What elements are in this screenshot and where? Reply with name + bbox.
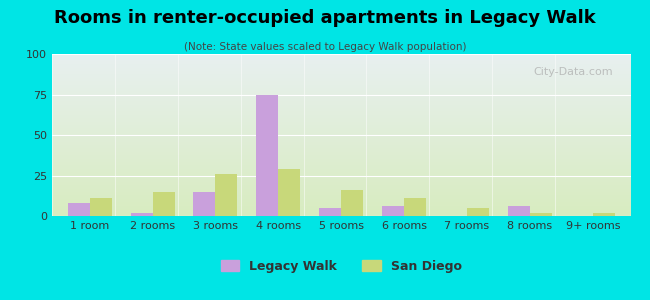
Bar bbox=[153, 192, 175, 216]
Bar bbox=[216, 174, 237, 216]
Bar bbox=[90, 198, 112, 216]
Bar bbox=[404, 198, 426, 216]
Bar bbox=[278, 169, 300, 216]
Text: City-Data.com: City-Data.com bbox=[534, 67, 613, 77]
Bar bbox=[341, 190, 363, 216]
Text: (Note: State values scaled to Legacy Walk population): (Note: State values scaled to Legacy Wal… bbox=[184, 42, 466, 52]
Bar bbox=[256, 94, 278, 216]
Bar bbox=[508, 206, 530, 216]
Text: Rooms in renter-occupied apartments in Legacy Walk: Rooms in renter-occupied apartments in L… bbox=[54, 9, 596, 27]
Bar bbox=[319, 208, 341, 216]
Bar bbox=[593, 213, 615, 216]
Bar bbox=[131, 213, 153, 216]
Legend: Legacy Walk, San Diego: Legacy Walk, San Diego bbox=[216, 255, 467, 278]
Bar bbox=[467, 208, 489, 216]
Bar bbox=[382, 206, 404, 216]
Bar bbox=[194, 192, 216, 216]
Bar bbox=[530, 213, 552, 216]
Bar bbox=[68, 203, 90, 216]
